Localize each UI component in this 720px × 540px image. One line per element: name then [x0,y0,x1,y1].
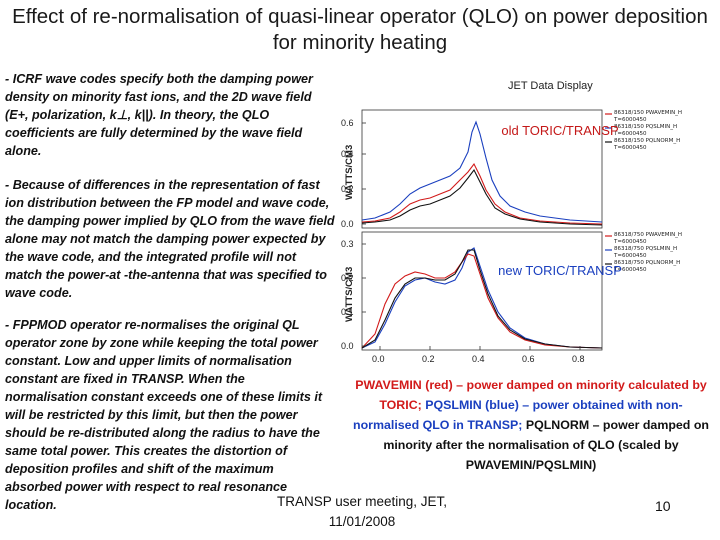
bottom-ytick-1: 0.2 [341,273,354,283]
top-blue-curve [361,120,603,223]
top-black-curve [361,168,603,226]
bottom-legend: 86318/750 PWAVEMIN_H T=6000450 86318/750 … [614,232,683,273]
figure-caption: PWAVEMIN (red) – power damped on minorit… [350,375,712,475]
top-panel-frame [361,109,603,229]
bottom-ytick-3: 0.0 [341,341,354,351]
top-ylabel: WATTS/CM3 [344,144,355,200]
bottom-black-curve [361,249,603,349]
bottom-ytick-2: 0.1 [341,307,354,317]
top-ytick-2: 0.2 [341,184,354,194]
caption-part2: PQSLMIN (blue) – power obtained with non… [353,398,683,432]
top-red-curve [361,162,603,225]
figure-header: JET Data Display [508,80,593,92]
label-old-toric: old TORIC/TRANSP [501,123,619,138]
footer-text: TRANSP user meeting, JET, 11/01/2008 [276,494,448,529]
plot-svg: 0.6 0.4 0.2 0.0 0.3 0.2 0.1 0.0 0.0 0.2 … [341,109,612,364]
label-new-toric: new TORIC/TRANSP [498,263,622,278]
xtick-2: 0.4 [472,354,485,364]
bullet-fppmod: - FPPMOD operator re-normalises the orig… [5,318,323,512]
top-ytick-0: 0.6 [341,118,354,128]
bottom-panel-frame [361,231,603,351]
bullet-icrf: - ICRF wave codes specify both the dampi… [5,72,313,158]
top-ytick-1: 0.4 [341,149,354,159]
xtick-1: 0.2 [422,354,435,364]
top-legend: 86318/150 PWAVEMIN_H T=6000450 86318/150 … [614,110,683,151]
page-number: 10 [655,498,671,514]
bottom-ytick-0: 0.3 [341,239,354,249]
xtick-4: 0.8 [572,354,585,364]
bottom-ylabel: WATTS/CM3 [344,266,355,322]
xtick-0: 0.0 [372,354,385,364]
slide-title: Effect of re-normalisation of quasi-line… [12,5,708,54]
caption-part1: PWAVEMIN (red) – power damped on minorit… [355,378,707,412]
bottom-blue-curve [361,247,603,349]
bullet-differences: - Because of differences in the represen… [5,178,335,300]
caption-part3: PQLNORM – power damped on minority after… [383,418,709,472]
top-ytick-3: 0.0 [341,219,354,229]
xtick-3: 0.6 [522,354,535,364]
